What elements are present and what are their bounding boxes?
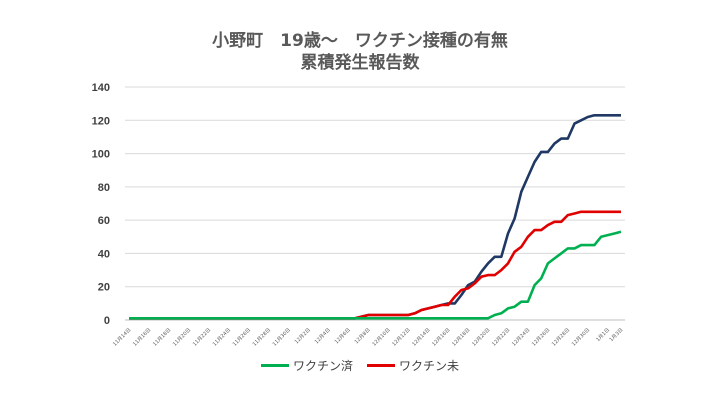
y-tick-label: 100 <box>92 149 110 161</box>
series-lines <box>129 114 622 320</box>
x-tick-label: 12月20日 <box>471 327 491 347</box>
legend-label-unvaccinated: ワクチン未 <box>399 359 460 373</box>
x-tick-label: 11月22日 <box>192 327 212 347</box>
x-tick-label: 12月6日 <box>334 327 352 345</box>
x-tick-label: 12月24日 <box>511 327 531 347</box>
y-tick-label: 20 <box>98 282 110 294</box>
legend-item-unvaccinated: ワクチン未 <box>367 357 459 374</box>
y-tick-label: 80 <box>98 182 110 194</box>
x-tick-label: 12月18日 <box>451 327 471 347</box>
x-tick-label: 12月12日 <box>391 327 411 347</box>
x-tick-label: 12月28日 <box>551 327 571 347</box>
x-tick-label: 11月20日 <box>172 327 192 347</box>
chart-title-line2: 累積発生報告数 <box>300 53 420 73</box>
y-tick-label: 120 <box>92 115 110 127</box>
legend-item-vaccinated: ワクチン済 <box>260 357 353 374</box>
gridlines <box>125 86 625 321</box>
x-tick-label: 11月18日 <box>152 327 172 347</box>
chart-title-line1: 小野町 19歳～ ワクチン接種の有無 <box>212 31 508 51</box>
x-tick-label: 12月8日 <box>354 327 372 345</box>
x-tick-label: 11月30日 <box>272 327 292 347</box>
legend-label-vaccinated: ワクチン済 <box>292 359 353 373</box>
y-tick-label: 40 <box>98 248 110 260</box>
y-tick-label: 140 <box>92 82 110 94</box>
x-tick-label: 12月10日 <box>371 327 391 347</box>
series-line-2 <box>129 114 621 320</box>
x-tick-label: 11月14日 <box>112 327 132 347</box>
x-tick-label: 1月3日 <box>609 327 625 343</box>
x-tick-label: 12月22日 <box>491 327 511 347</box>
legend-swatch-unvaccinated <box>367 364 395 367</box>
x-tick-label: 11月24日 <box>212 327 232 347</box>
x-tick-label: 12月4日 <box>314 327 332 345</box>
y-tick-label: 0 <box>104 315 110 327</box>
chart-title: 小野町 19歳～ ワクチン接種の有無 累積発生報告数 <box>0 30 720 74</box>
x-tick-label: 1月1日 <box>595 327 611 343</box>
series-line-0 <box>129 230 622 320</box>
x-tick-label: 12月2日 <box>294 327 312 345</box>
legend: ワクチン済 ワクチン未 <box>0 357 720 374</box>
y-tick-label: 60 <box>98 215 110 227</box>
x-tick-label: 12月14日 <box>411 327 431 347</box>
legend-swatch-vaccinated <box>260 364 289 367</box>
x-tick-label: 12月16日 <box>431 327 451 347</box>
x-tick-label: 11月16日 <box>132 327 152 347</box>
x-tick-label: 11月28日 <box>252 327 272 347</box>
x-axis-ticks: 11月14日 11月16日 11月18日 11月20日 11月22日 11月24日 11月2… <box>112 327 624 347</box>
x-tick-label: 12月30日 <box>571 327 591 347</box>
x-tick-label: 12月26日 <box>531 327 551 347</box>
x-tick-label: 11月26日 <box>232 327 252 347</box>
y-axis-ticks: 0 20 40 60 80 100 120 140 <box>92 82 110 327</box>
